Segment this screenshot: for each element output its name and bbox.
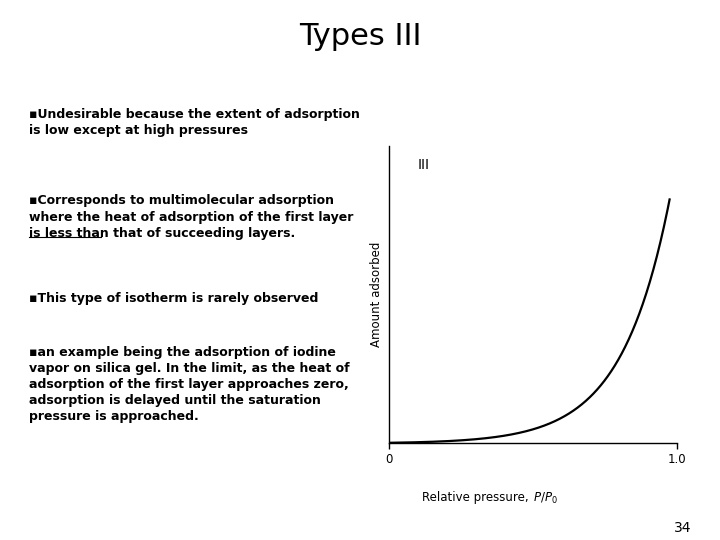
Text: adsorption is delayed until the saturation: adsorption is delayed until the saturati… (29, 394, 320, 407)
Text: where the heat of adsorption of the first layer: where the heat of adsorption of the firs… (29, 211, 354, 224)
Text: Types III: Types III (299, 22, 421, 51)
Text: $P/P_0$: $P/P_0$ (533, 491, 557, 507)
Text: III: III (418, 158, 430, 172)
Text: is low except at high pressures: is low except at high pressures (29, 124, 248, 137)
Text: ▪Undesirable because the extent of adsorption: ▪Undesirable because the extent of adsor… (29, 108, 360, 121)
Y-axis label: Amount adsorbed: Amount adsorbed (370, 241, 383, 347)
Text: vapor on silica gel. In the limit, as the heat of: vapor on silica gel. In the limit, as th… (29, 362, 349, 375)
Text: ▪This type of isotherm is rarely observed: ▪This type of isotherm is rarely observe… (29, 292, 318, 305)
Text: is less than that of succeeding layers.: is less than that of succeeding layers. (29, 227, 295, 240)
Text: pressure is approached.: pressure is approached. (29, 410, 199, 423)
Text: Relative pressure,: Relative pressure, (423, 491, 533, 504)
Text: adsorption of the first layer approaches zero,: adsorption of the first layer approaches… (29, 378, 348, 391)
Text: ▪Corresponds to multimolecular adsorption: ▪Corresponds to multimolecular adsorptio… (29, 194, 334, 207)
Text: 34: 34 (674, 521, 691, 535)
Text: ▪an example being the adsorption of iodine: ▪an example being the adsorption of iodi… (29, 346, 336, 359)
